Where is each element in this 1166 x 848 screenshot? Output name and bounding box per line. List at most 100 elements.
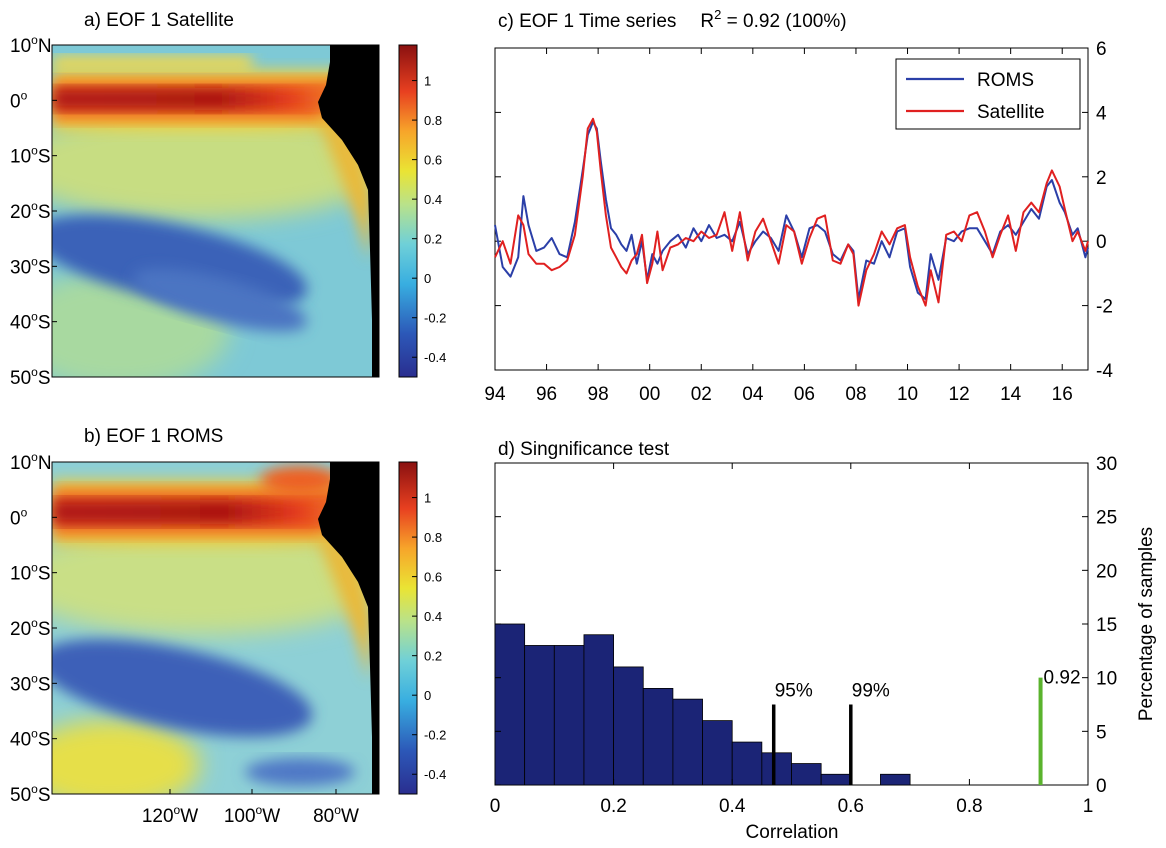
y-tick-label: 15 [1096, 615, 1117, 636]
lon-labels: 120oW 100oW 80oW [142, 789, 359, 827]
lon-label: 80oW [313, 803, 359, 827]
colorbar-b: 1 0.8 0.6 0.4 0.2 0 -0.2 -0.4 [398, 461, 446, 795]
lat-label: 10oN [10, 33, 52, 57]
legend: ROMS Satellite [895, 58, 1081, 130]
x-tick-label: 12 [949, 384, 970, 405]
colorbar-tick-label: 0.2 [424, 232, 442, 247]
x-tick-label: 94 [484, 384, 506, 405]
colorbar-tick-label: 0 [424, 688, 431, 703]
lat-label: 40oS [10, 727, 51, 751]
x-tick-label: 10 [897, 384, 918, 405]
colorbar-tick-label: 0.6 [424, 153, 442, 168]
timeseries-lines [494, 117, 1089, 307]
histogram-markers: 95% 99% 0.92 [771, 668, 1081, 785]
lat-label: 10oS [10, 561, 51, 585]
y-tick-label: 30 [1096, 454, 1117, 475]
lat-labels: 10oN 0o 10oS 20oS 30oS 40oS 50oS [10, 33, 57, 389]
colorbar-tick-label: 0 [424, 271, 431, 286]
x-tick-label: 08 [845, 384, 866, 405]
lat-label: 50oS [10, 365, 51, 389]
y-tick-label: 5 [1096, 722, 1107, 743]
colorbar-tick-label: 0.2 [424, 649, 442, 664]
colorbar-tick-label: 0.6 [424, 570, 442, 585]
x-tick-label: 98 [588, 384, 609, 405]
x-tick-label: 06 [794, 384, 815, 405]
threshold-95-label: 95% [775, 681, 813, 702]
y-tick-label: 6 [1096, 39, 1107, 60]
histogram-bar [553, 645, 585, 786]
colorbar-tick-label: 0.8 [424, 530, 442, 545]
x-tick-label: 0.4 [719, 796, 746, 817]
lon-label: 100oW [224, 803, 280, 827]
colorbar-tick-label: 0.8 [424, 113, 442, 128]
y-axis-label: Percentage of samples [1136, 527, 1157, 721]
lat-label: 30oS [10, 671, 51, 695]
y-tick-label: 0 [1096, 232, 1107, 253]
histogram-bar [880, 773, 911, 786]
histogram-bar [613, 666, 644, 786]
panel-d: d) Singnificance test 0 0.2 0.4 0.6 0.8 10510… [490, 439, 1157, 843]
threshold-99-label: 99% [852, 681, 890, 702]
panel-a: a) EOF 1 Satellite 10oN 0o 10oS 20oS 30oS 40o… [10, 10, 446, 389]
lat-label: 10oS [10, 144, 51, 168]
x-tick-label: 0.2 [600, 796, 626, 817]
histogram-bar [761, 752, 792, 786]
map-satellite [52, 45, 379, 377]
y-tick-label: 20 [1096, 561, 1117, 582]
panel-b: b) EOF 1 ROMS 10oN 0o 10oS 20oS 30oS 40oS 50oS… [10, 426, 446, 827]
x-tick-label: 02 [691, 384, 712, 405]
panel-d-title: d) Singnificance test [498, 439, 670, 460]
x-tick-label: 04 [742, 384, 764, 405]
x-tick-label: 96 [536, 384, 557, 405]
y-tick-label: 10 [1096, 669, 1117, 690]
x-tick-label: 0.8 [956, 796, 982, 817]
lat-label: 20oS [10, 616, 51, 640]
legend-label-roms: ROMS [977, 70, 1034, 91]
histogram-bar [672, 698, 703, 786]
colorbar-tick-label: 0.4 [424, 609, 442, 624]
colorbar-tick-label: -0.2 [424, 728, 446, 743]
lat-label: 10oN [10, 450, 52, 474]
histogram-bar [583, 634, 615, 786]
x-tick-label: 1 [1083, 796, 1094, 817]
y-tick-label: 0 [1096, 776, 1107, 797]
y-tick-label: -4 [1096, 361, 1113, 382]
histogram-bar [820, 773, 852, 786]
legend-label-satellite: Satellite [977, 102, 1045, 123]
y-tick-label: 2 [1096, 168, 1107, 189]
series-line-satellite [494, 117, 1089, 307]
x-tick-label: 00 [639, 384, 660, 405]
histogram-bar [702, 720, 733, 786]
lat-labels: 10oN 0o 10oS 20oS 30oS 40oS 50oS [10, 450, 57, 806]
histogram-bar [642, 688, 674, 786]
panel-c: c) EOF 1 Time series R2 = 0.92 (100%) 94 9… [484, 7, 1113, 405]
map-roms [52, 462, 379, 794]
y-tick-label: -2 [1096, 297, 1113, 318]
x-axis-label: Correlation [746, 822, 839, 843]
x-tick-label: 16 [1052, 384, 1073, 405]
lat-label: 20oS [10, 199, 51, 223]
histogram-bar [494, 623, 526, 786]
histogram-bar [791, 763, 822, 786]
colorbar-tick-label: -0.4 [424, 350, 446, 365]
colorbar-tick-label: -0.2 [424, 311, 446, 326]
histogram-bars [494, 623, 911, 786]
x-tick-label: 14 [1000, 384, 1022, 405]
lat-label: 30oS [10, 254, 51, 278]
x-tick-label: 0.6 [838, 796, 864, 817]
observed-correlation-label: 0.92 [1044, 668, 1081, 689]
y-tick-label: 4 [1096, 103, 1107, 124]
lon-label: 120oW [142, 803, 198, 827]
colorbar-a: 1 0.8 0.6 0.4 0.2 0 -0.2 -0.4 [398, 44, 446, 378]
panel-b-title: b) EOF 1 ROMS [84, 426, 223, 447]
lat-label: 0o [10, 88, 28, 112]
lat-label: 0o [10, 505, 28, 529]
colorbar-tick-label: 1 [424, 491, 431, 506]
y-tick-label: 25 [1096, 508, 1117, 529]
colorbar-tick-label: -0.4 [424, 767, 446, 782]
panel-c-title: c) EOF 1 Time series R2 = 0.92 (100%) [498, 7, 847, 32]
x-tick-label: 0 [490, 796, 501, 817]
panel-a-title: a) EOF 1 Satellite [84, 10, 234, 31]
